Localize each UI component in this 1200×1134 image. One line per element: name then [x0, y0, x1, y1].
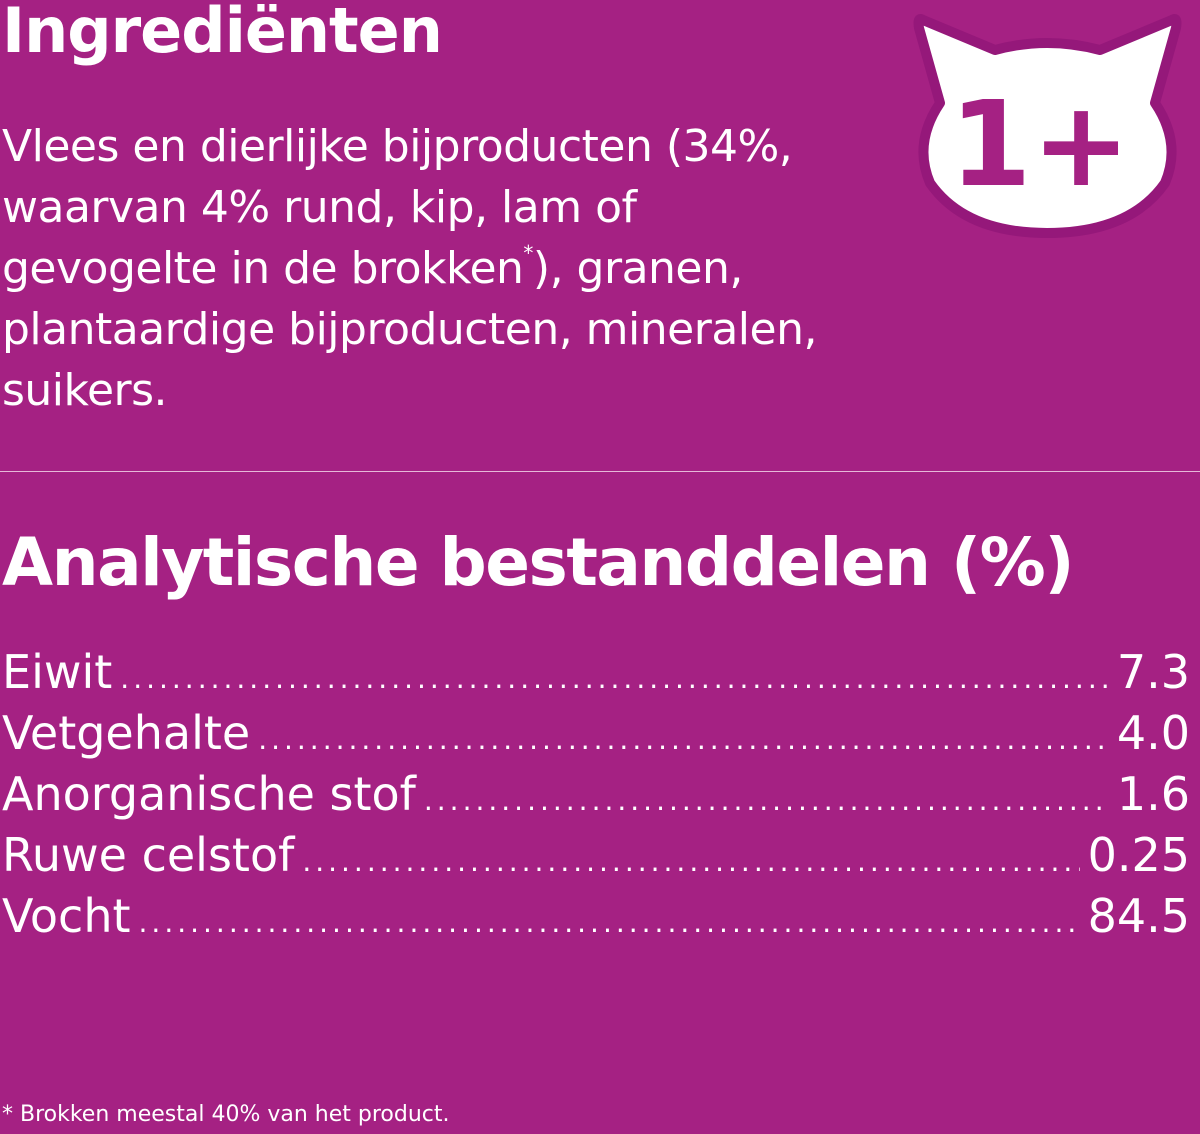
- analysis-row: Vetgehalte 4.0: [2, 703, 1190, 764]
- analysis-title: Analytische bestanddelen (%): [2, 524, 1074, 601]
- row-value: 1.6: [1116, 767, 1190, 821]
- age-badge-label: 1+: [950, 75, 1131, 213]
- row-label: Vocht: [2, 889, 131, 943]
- row-value: 0.25: [1087, 828, 1190, 882]
- row-label: Ruwe celstof: [2, 828, 295, 882]
- ingredients-text-part: ), granen, plantaardige bijproducten, mi…: [2, 243, 817, 416]
- analysis-row: Ruwe celstof 0.25: [2, 825, 1190, 886]
- row-label: Eiwit: [2, 645, 113, 699]
- section-divider: [0, 471, 1200, 472]
- dot-leader: [302, 831, 1079, 892]
- dot-leader: [424, 770, 1109, 831]
- ingredients-title: Ingrediënten: [2, 0, 443, 67]
- analysis-table: Eiwit 7.3 Vetgehalte 4.0 Anorganische stof…: [2, 642, 1190, 947]
- row-value: 7.3: [1116, 645, 1190, 699]
- row-label: Vetgehalte: [2, 706, 251, 760]
- row-value: 4.0: [1116, 706, 1190, 760]
- row-value: 84.5: [1087, 889, 1190, 943]
- footnote-mark: *: [523, 241, 533, 265]
- ingredients-text-part: Vlees en dierlijke bijproducten (34%, wa…: [2, 121, 793, 294]
- cat-head-icon: 1+: [905, 8, 1190, 242]
- row-label: Anorganische stof: [2, 767, 416, 821]
- dot-leader: [258, 709, 1109, 770]
- analysis-row: Vocht 84.5: [2, 886, 1190, 947]
- footnote: * Brokken meestal 40% van het product.: [2, 1102, 450, 1127]
- dot-leader: [139, 892, 1080, 953]
- analysis-row: Anorganische stof 1.6: [2, 764, 1190, 825]
- ingredients-text: Vlees en dierlijke bijproducten (34%, wa…: [2, 116, 862, 421]
- dot-leader: [120, 648, 1109, 709]
- analysis-row: Eiwit 7.3: [2, 642, 1190, 703]
